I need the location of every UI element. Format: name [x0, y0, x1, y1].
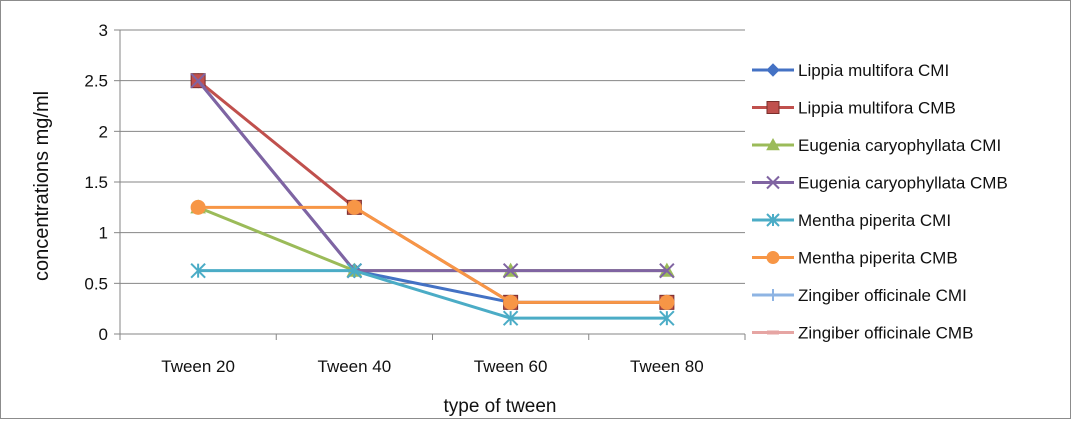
x-tick-label: Tween 80: [630, 357, 704, 376]
data-point: [659, 294, 675, 310]
data-point: [659, 262, 675, 279]
series-line: [198, 205, 667, 304]
legend-label: Mentha piperita CMI: [798, 211, 951, 230]
data-point: [190, 262, 206, 279]
legend-marker: [766, 213, 780, 227]
legend-entry: Mentha piperita CMI: [752, 211, 951, 230]
axes: 0 0.5 1 1.5 2 2.5 3 Tween 20 Tween 40 Tween 60 Twe…: [84, 21, 746, 376]
gridlines: [120, 29, 745, 284]
legend-entry: Eugenia caryophyllata CMI: [752, 136, 1001, 155]
legend: Lippia multifora CMI Lippia multifora CMB…: [752, 61, 1008, 343]
legend-label: Eugenia caryophyllata CMI: [798, 136, 1001, 155]
series-line: [196, 79, 667, 273]
legend-entry: Zingiber officinale CMI: [752, 286, 967, 305]
legend-marker: [766, 251, 780, 264]
series-5: [190, 199, 675, 310]
data-point: [503, 294, 519, 310]
y-tick-label: 1.5: [84, 173, 108, 192]
data-point: [190, 72, 206, 89]
legend-marker: [766, 101, 780, 114]
series-4: [190, 262, 675, 326]
x-axis-label: type of tween: [443, 396, 556, 417]
series-line: [198, 269, 667, 320]
y-tick-label: 0: [99, 325, 108, 344]
y-tick-label: 0.5: [84, 274, 108, 293]
legend-entry: Eugenia caryophyllata CMB: [752, 174, 1008, 193]
legend-label: Eugenia caryophyllata CMB: [798, 174, 1008, 193]
legend-marker: [766, 175, 780, 190]
data-point: [502, 310, 519, 326]
data-point: [659, 310, 675, 326]
y-axis-label: concentrations mg/ml: [31, 91, 53, 281]
legend-label: Mentha piperita CMB: [798, 249, 958, 268]
data-point: [346, 199, 362, 215]
data-point: [502, 262, 519, 279]
legend-marker: [766, 137, 780, 151]
legend-entry: Lippia multifora CMI: [752, 61, 949, 80]
y-tick-label: 2.5: [84, 72, 108, 91]
legend-marker: [767, 330, 779, 335]
series-lines: [190, 72, 675, 326]
y-tick-label: 1: [99, 224, 108, 243]
x-tick-label: Tween 20: [161, 357, 235, 376]
x-tick-label: Tween 40: [318, 357, 392, 376]
data-point: [346, 262, 363, 279]
y-tick-label: 3: [99, 21, 108, 40]
y-tick-label: 2: [99, 122, 108, 141]
legend-entry: Lippia multifora CMB: [752, 99, 956, 118]
legend-label: Lippia multifora CMB: [798, 99, 956, 118]
legend-marker: [766, 63, 780, 77]
data-point: [190, 199, 206, 215]
legend-entry: Zingiber officinale CMB: [752, 324, 973, 343]
legend-label: Zingiber officinale CMI: [798, 286, 967, 305]
x-tick-label: Tween 60: [474, 357, 548, 376]
legend-marker: [767, 289, 779, 301]
legend-label: Zingiber officinale CMB: [798, 324, 973, 343]
legend-label: Lippia multifora CMI: [798, 61, 949, 80]
legend-entry: Mentha piperita CMB: [752, 249, 958, 268]
